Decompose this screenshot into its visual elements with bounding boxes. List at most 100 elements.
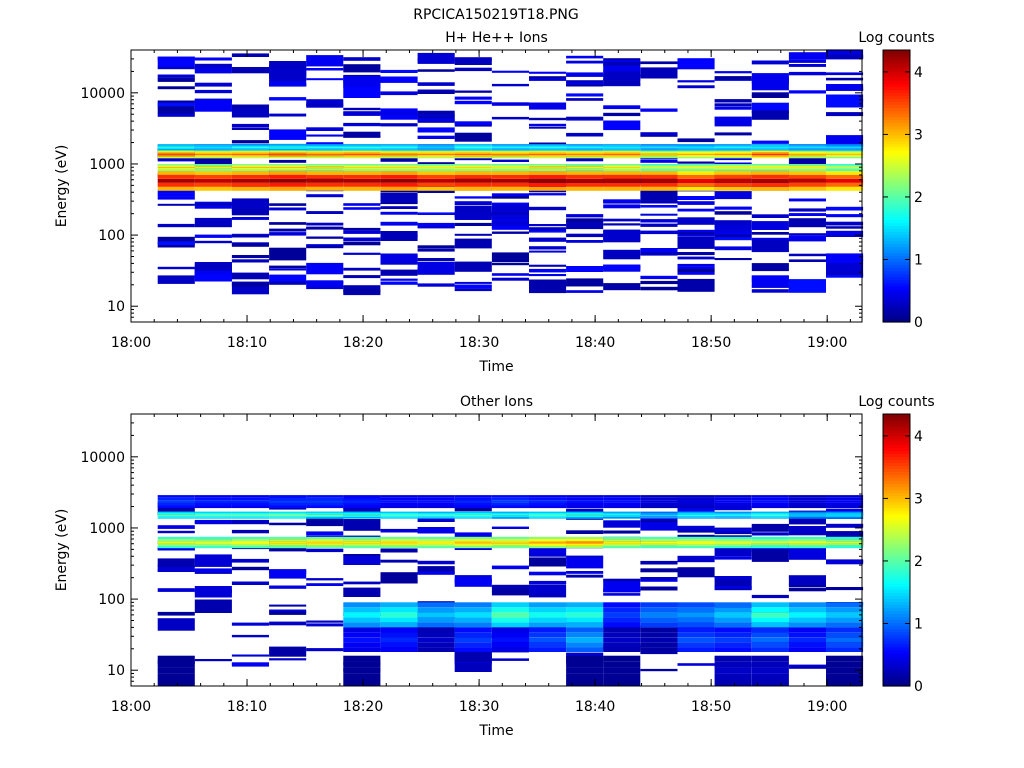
colorbar-cell [883, 516, 910, 521]
colorbar-cell [883, 513, 910, 518]
x-tick-label: 18:40 [575, 699, 615, 715]
heatmap-cell [194, 568, 232, 573]
heatmap-cell [714, 497, 752, 501]
heatmap-cell [306, 539, 344, 542]
heatmap-cell [306, 169, 344, 171]
heatmap-cell [640, 248, 678, 252]
heatmap-cell [380, 186, 418, 191]
heatmap-cell [826, 182, 864, 187]
heatmap-cell [417, 637, 455, 643]
heatmap-cell [826, 226, 864, 229]
heatmap-cell [269, 495, 307, 498]
heatmap-cell [306, 513, 344, 515]
heatmap-cell [714, 206, 752, 210]
heatmap-cell [788, 543, 826, 546]
heatmap-cell [566, 152, 604, 154]
x-tick-label: 18:50 [691, 699, 731, 715]
heatmap-cell [826, 153, 864, 156]
heatmap-cell [826, 145, 864, 147]
heatmap-cell [343, 203, 381, 206]
heatmap-cell [454, 513, 492, 515]
heatmap-cell [826, 144, 864, 146]
colorbar-cell [883, 598, 910, 602]
heatmap-cell [417, 168, 455, 170]
colorbar-cell [883, 546, 910, 551]
heatmap-cell [529, 102, 567, 110]
heatmap-cell [454, 505, 492, 509]
heatmap-cell [826, 155, 864, 157]
heatmap-cell [677, 174, 715, 179]
heatmap-cell [640, 505, 678, 509]
heatmap-cell [454, 541, 492, 544]
heatmap-cell [491, 193, 529, 198]
heatmap-cell [491, 515, 529, 518]
colorbar-cell [883, 146, 910, 151]
heatmap-cell [343, 166, 381, 169]
heatmap-cell [343, 131, 381, 138]
heatmap-cell [417, 156, 455, 159]
heatmap-cell [417, 527, 455, 534]
heatmap-cell [714, 132, 752, 136]
heatmap-cell [640, 153, 678, 156]
heatmap-cell [343, 647, 381, 652]
heatmap-cell [454, 61, 492, 65]
heatmap-cell [306, 578, 344, 581]
colorbar-tick-label: 4 [914, 429, 923, 445]
heatmap-cell [788, 52, 826, 60]
heatmap-cell [194, 153, 232, 156]
heatmap-cell [529, 511, 567, 513]
heatmap-cell [603, 144, 641, 146]
heatmap-cell [751, 164, 789, 166]
heatmap-cell [714, 149, 752, 151]
heatmap-cell [714, 535, 752, 538]
heatmap-cell [603, 149, 641, 151]
heatmap-cell [640, 280, 678, 285]
heatmap-cell [380, 111, 418, 116]
heatmap-cell [714, 211, 752, 215]
heatmap-cell [677, 495, 715, 498]
heatmap-cell [417, 245, 455, 249]
colorbar-cell [883, 562, 910, 566]
heatmap-cell [194, 178, 232, 183]
heatmap-cell [231, 521, 269, 525]
colorbar-cell [883, 246, 910, 251]
y-tick-label: 1000 [89, 521, 125, 537]
heatmap-cell [306, 134, 344, 137]
heatmap-cell [194, 541, 232, 544]
heatmap-cell [231, 198, 269, 202]
heatmap-cell [269, 511, 307, 513]
heatmap-cell [157, 266, 195, 270]
heatmap-cell [417, 222, 455, 225]
heatmap-cell [417, 602, 455, 608]
heatmap-cell [231, 514, 269, 516]
heatmap-cell [380, 147, 418, 150]
heatmap-cell [529, 155, 567, 157]
heatmap-cell [454, 186, 492, 191]
heatmap-cell [491, 170, 529, 175]
heatmap-cell [751, 607, 789, 613]
heatmap-cell [380, 76, 418, 83]
heatmap-cell [343, 153, 381, 156]
heatmap-cell [417, 571, 455, 575]
heatmap-cell [454, 642, 492, 648]
heatmap-cell [714, 637, 752, 643]
heatmap-cell [603, 170, 641, 175]
heatmap-cell [751, 541, 789, 544]
heatmap-cell [529, 126, 567, 129]
heatmap-cell [529, 77, 567, 81]
heatmap-cell [603, 153, 641, 156]
heatmap-cell [640, 149, 678, 151]
heatmap-cell [231, 146, 269, 148]
heatmap-cell [231, 164, 269, 166]
heatmap-cell [566, 539, 604, 542]
heatmap-cell [529, 548, 567, 557]
heatmap-cell [194, 554, 232, 567]
heatmap-cell [677, 169, 715, 171]
heatmap-cell [529, 238, 567, 242]
colorbar-cell [883, 537, 910, 542]
heatmap-cell [826, 166, 864, 169]
colorbar-tick-label: 2 [914, 190, 923, 206]
heatmap-cell [269, 164, 307, 166]
heatmap-cell [714, 530, 752, 534]
colorbar-cell [883, 149, 910, 154]
